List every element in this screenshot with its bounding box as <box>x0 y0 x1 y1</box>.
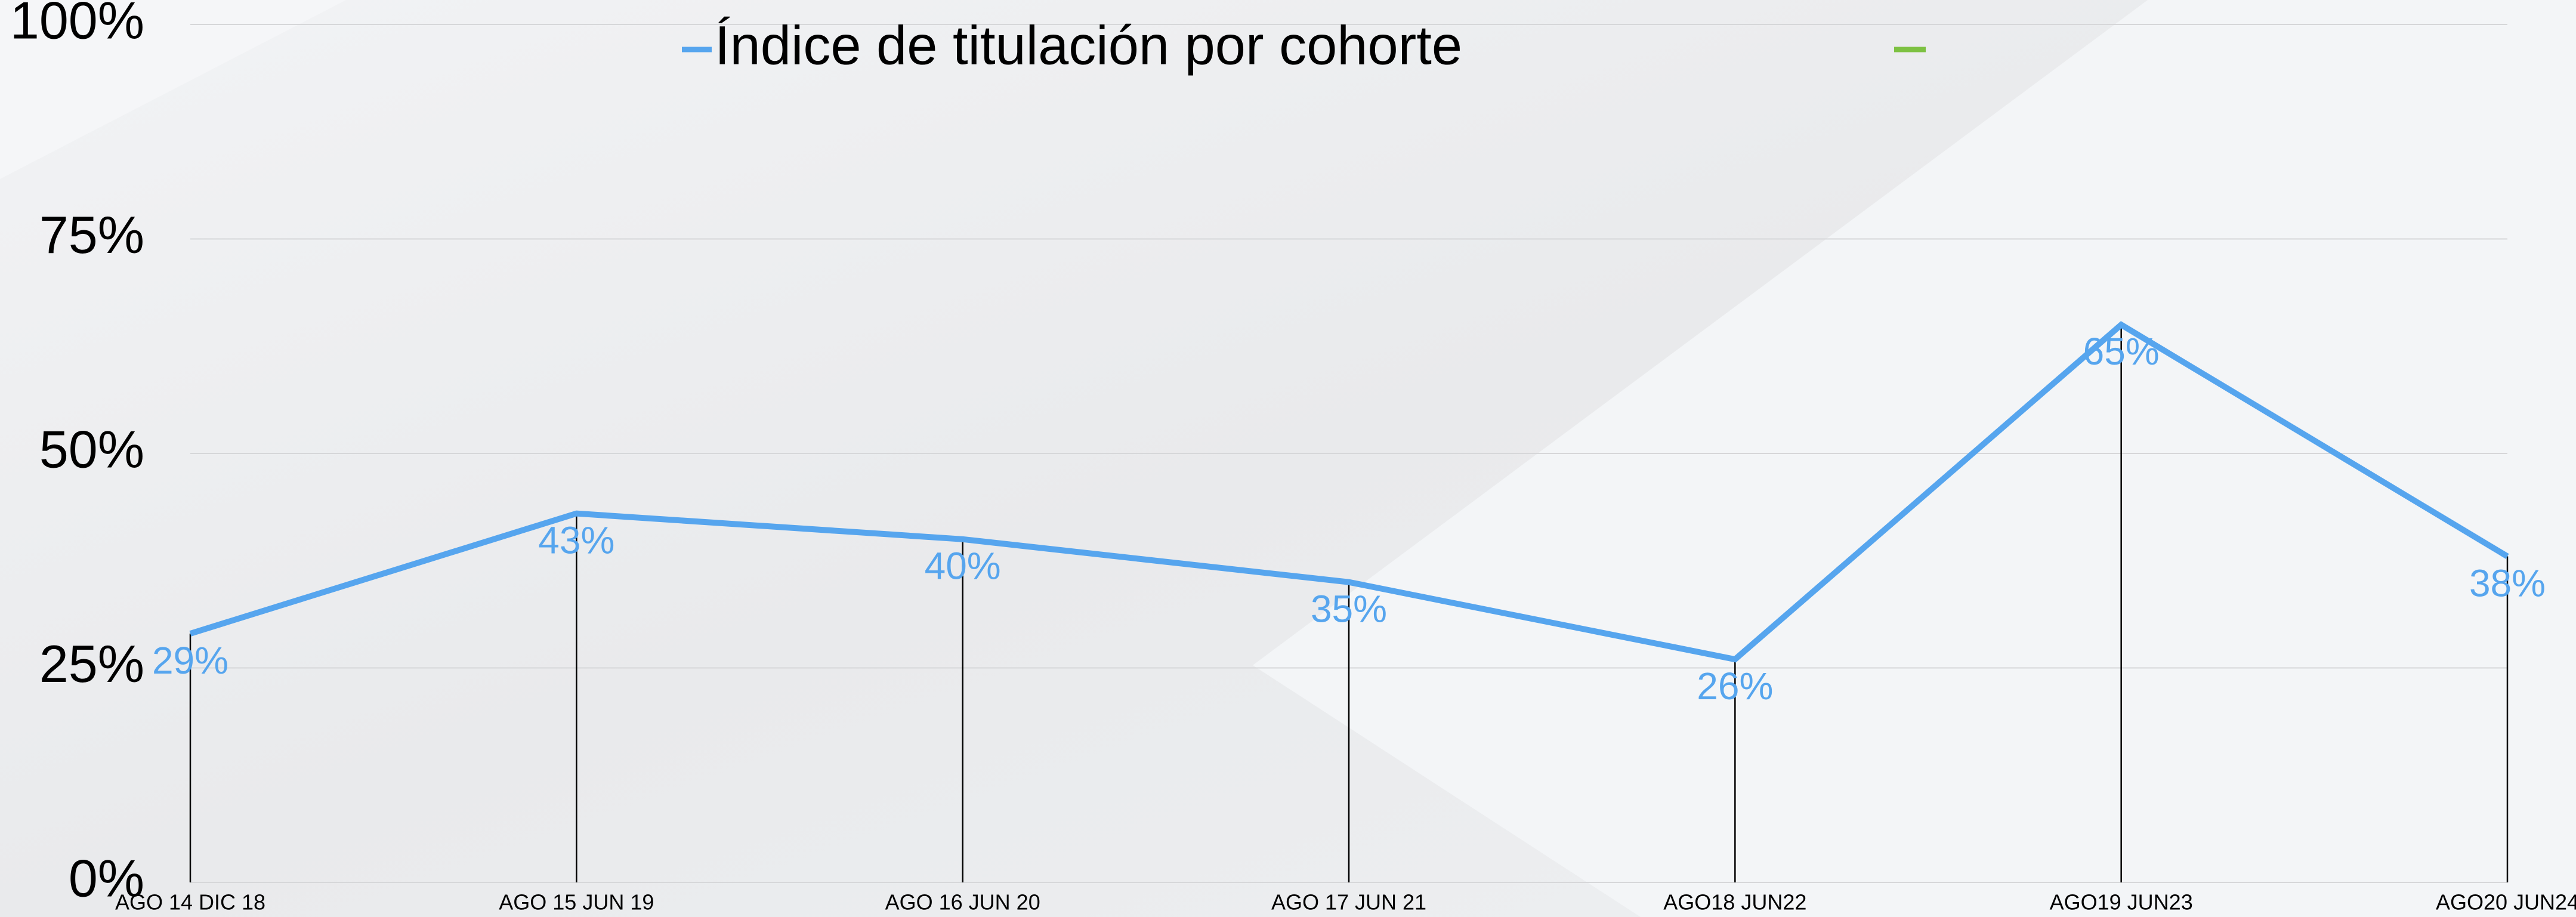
x-tick-label: AGO19 JUN23 <box>2050 890 2193 915</box>
background-shape <box>1253 0 2576 917</box>
x-tick-label: AGO18 JUN22 <box>1663 890 1806 915</box>
legend-label: Índice de titulación por cohorte <box>715 15 1462 76</box>
x-tick-label: AGO 17 JUN 21 <box>1271 890 1426 915</box>
data-label: 38% <box>2469 561 2546 604</box>
plot-area: 0% 25% 50% 75% 100% AGO 14 DIC 18 AGO 15 JUN 1… <box>10 0 2576 915</box>
data-label: 35% <box>1311 588 1387 631</box>
y-tick-label: 25% <box>39 634 144 693</box>
data-label: 29% <box>152 639 228 682</box>
data-label: 26% <box>1697 665 1773 708</box>
data-label: 43% <box>538 519 614 562</box>
y-tick-label: 75% <box>39 205 144 264</box>
x-tick-label: AGO 15 JUN 19 <box>499 890 654 915</box>
series-line <box>189 321 2509 663</box>
data-label: 40% <box>925 545 1001 588</box>
y-tick-label: 50% <box>39 419 144 478</box>
x-tick-label: AGO 14 DIC 18 <box>115 890 265 915</box>
x-tick-label: AGO20 JUN24 <box>2436 890 2576 915</box>
x-tick-label: AGO 16 JUN 20 <box>885 890 1040 915</box>
background-shape <box>0 0 346 179</box>
data-label: 65% <box>2083 330 2160 373</box>
y-tick-label: 100% <box>10 0 144 50</box>
y-tick-label: 0% <box>69 848 144 907</box>
